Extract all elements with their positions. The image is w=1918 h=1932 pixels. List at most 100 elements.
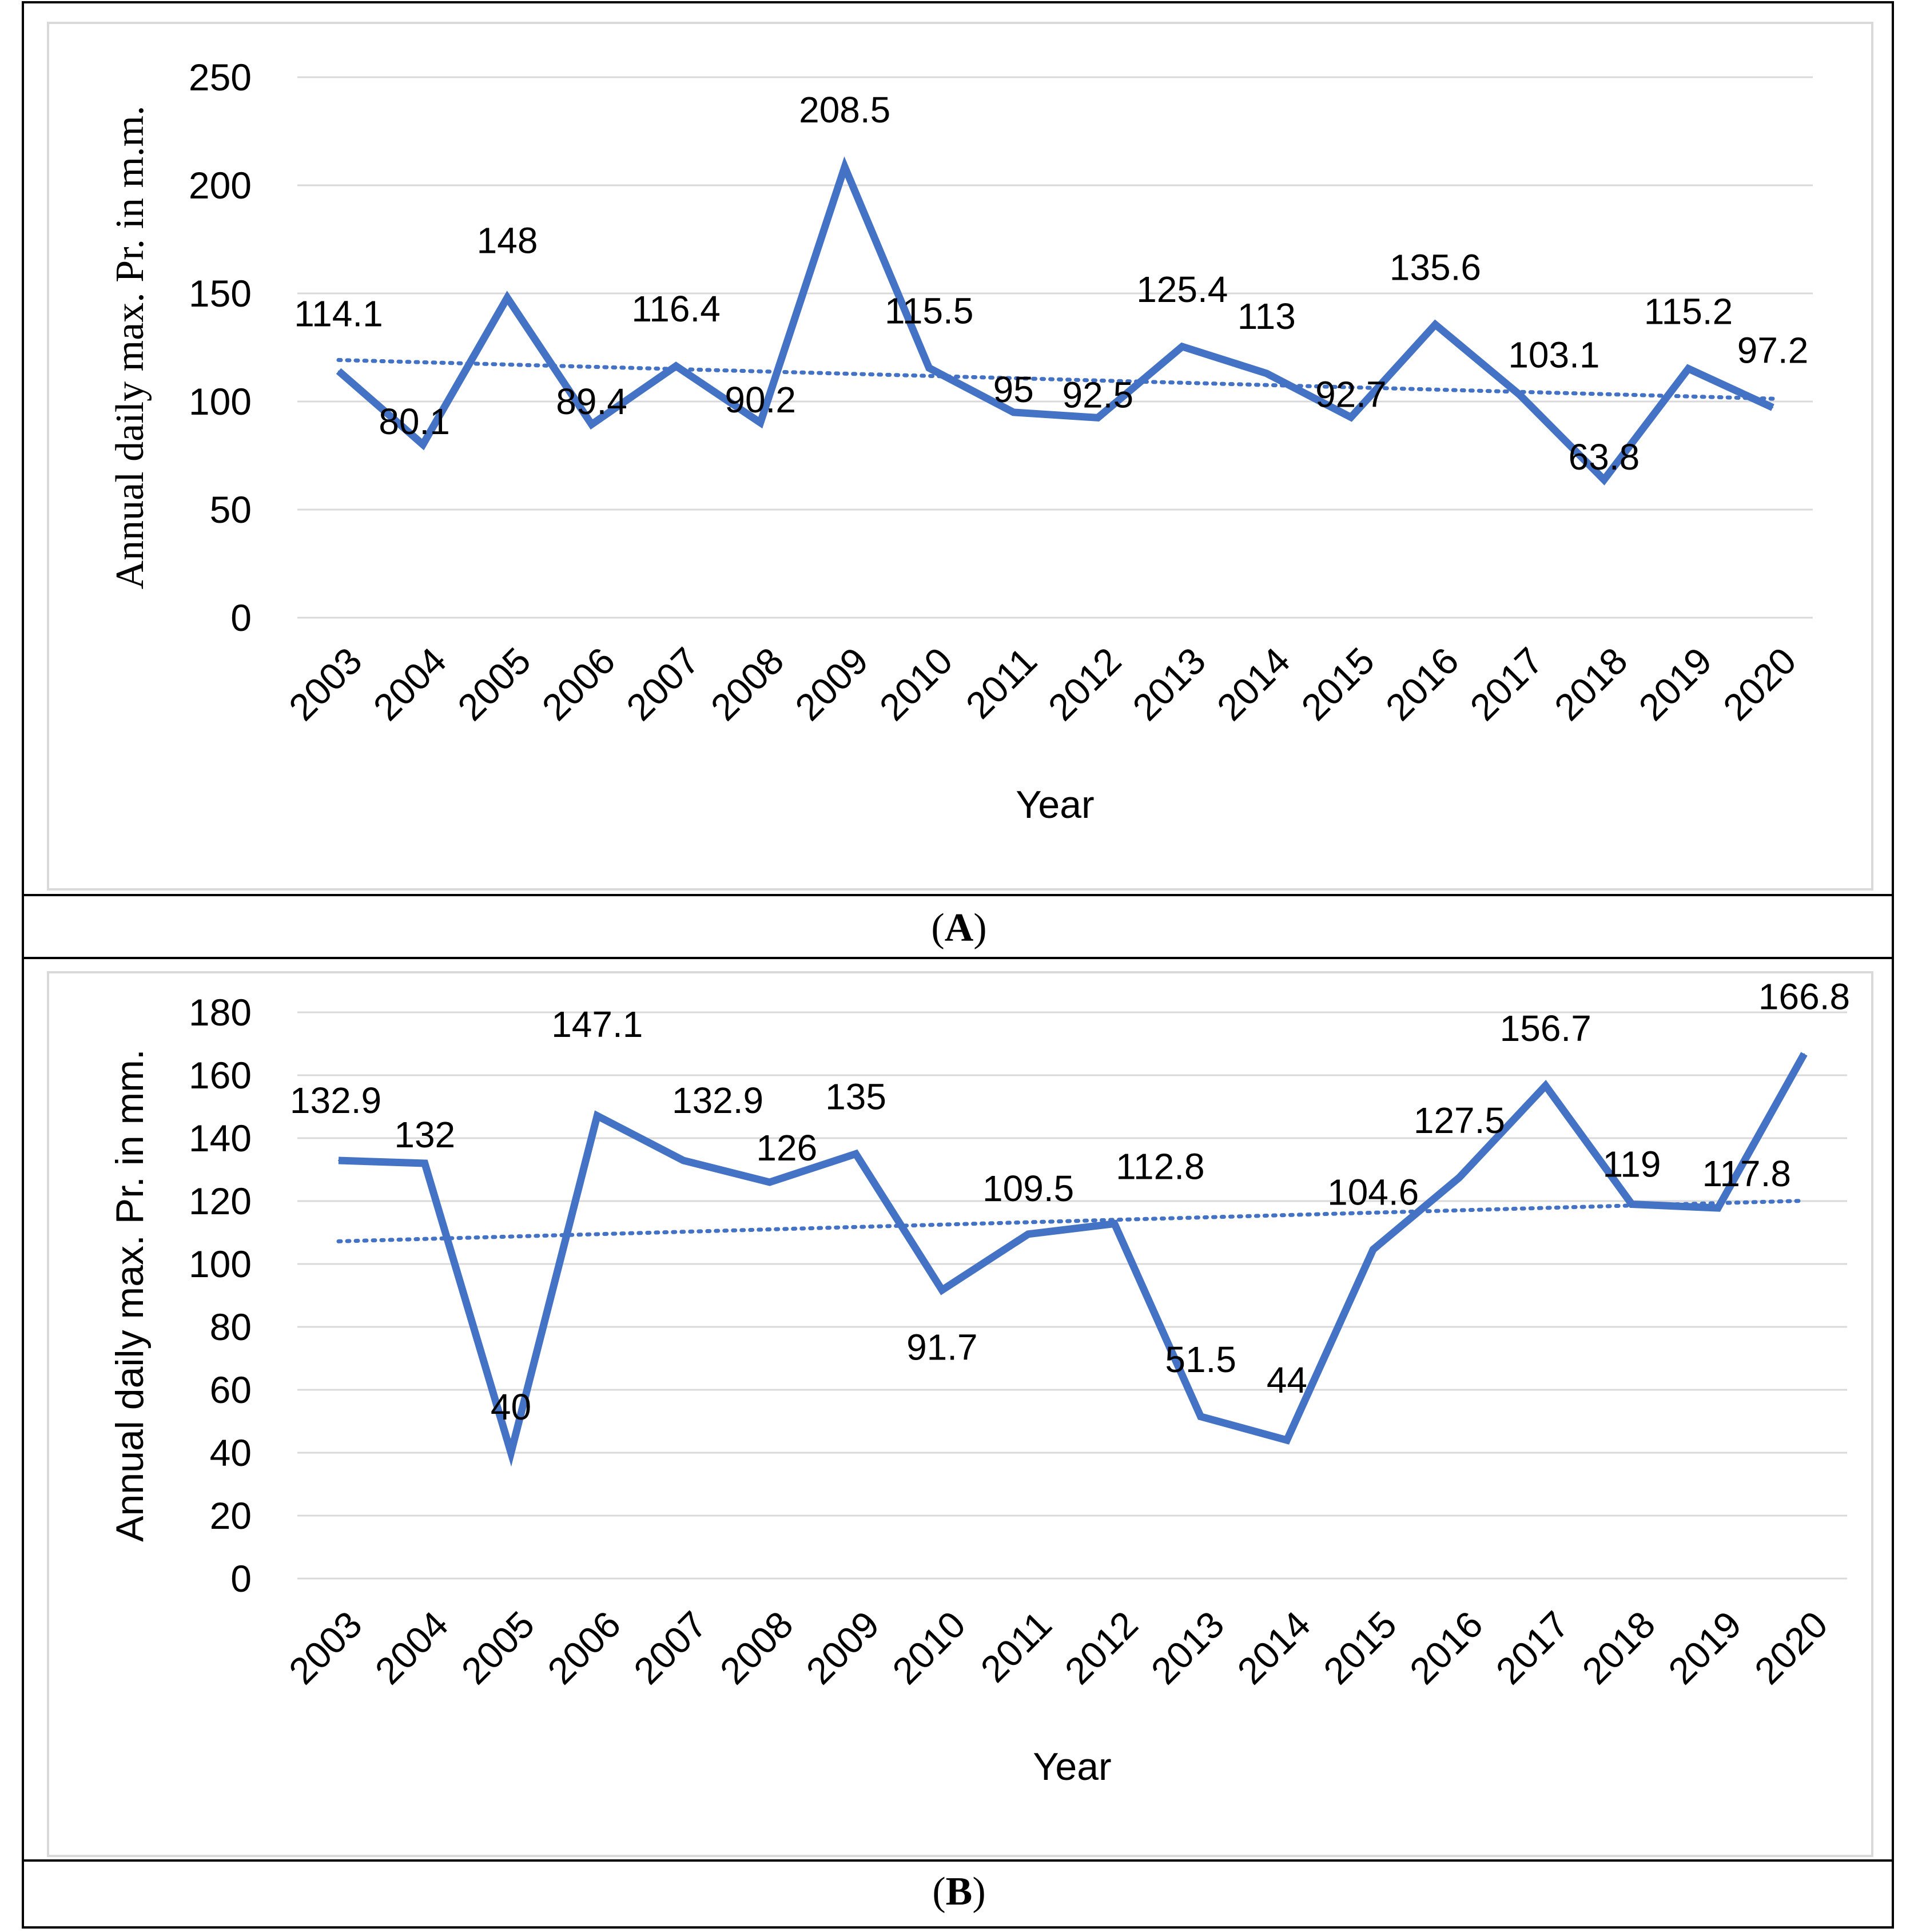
chart-a-x-tick-label: 2009	[787, 639, 876, 729]
chart-b-data-label-2009: 135	[825, 1076, 886, 1118]
chart-a-point-2017	[1519, 394, 1521, 396]
chart-b-x-tick-label: 2020	[1746, 1603, 1836, 1692]
chart-b-point-2018	[1631, 1203, 1633, 1205]
chart-b-data-label-2020: 166.8	[1758, 976, 1850, 1017]
chart-b-data-label-2011: 109.5	[982, 1168, 1074, 1209]
chart-a-point-2007	[675, 365, 677, 367]
chart-a-data-label-2019: 115.2	[1644, 291, 1733, 332]
chart-a-data-label-2008: 90.2	[725, 379, 796, 420]
chart-a-y-tick-label: 150	[189, 272, 252, 315]
chart-a-x-tick-label: 2014	[1209, 639, 1298, 729]
chart-b-series-line	[338, 1052, 1808, 1467]
chart-b-point-2011	[1028, 1233, 1029, 1235]
chart-a-data-label-2009: 208.5	[799, 89, 890, 130]
chart-a-x-tick-label: 2020	[1715, 639, 1804, 729]
chart-b-data-label-2007: 132.9	[672, 1080, 763, 1121]
caption-a: (A)	[931, 906, 986, 950]
chart-b-x-tick-label: 2004	[367, 1603, 456, 1692]
chart-a-data-label-2007: 116.4	[631, 288, 720, 329]
chart-b-y-tick-label: 140	[189, 1117, 252, 1159]
chart-b-data-label-2018: 119	[1602, 1144, 1661, 1185]
chart-a-point-2004	[422, 444, 424, 446]
chart-a-x-tick-label: 2012	[1040, 639, 1129, 729]
chart-a-point-2005	[507, 297, 508, 299]
chart-a-x-tick-label: 2007	[618, 639, 707, 729]
chart-b-x-tick-label: 2017	[1487, 1603, 1577, 1692]
chart-a-point-2003	[338, 370, 339, 372]
chart-b-data-label-2008: 126	[756, 1127, 817, 1168]
chart-b-point-2013	[1200, 1416, 1201, 1417]
chart-a-point-2010	[928, 367, 930, 369]
chart-b-data-label-2017: 156.7	[1500, 1008, 1591, 1049]
chart-a-data-label-2005: 148	[477, 220, 538, 261]
chart-b-point-2009	[855, 1153, 857, 1155]
chart-b: 0 20 40 60 80 100 120 140 160 180 132.9 132 40 147.1 1…	[108, 976, 1850, 1788]
chart-a-trendline	[336, 357, 1775, 401]
chart-b-y-tick-label: 120	[189, 1180, 252, 1222]
chart-b-data-label-2014: 44	[1267, 1359, 1307, 1401]
chart-a-x-tick-label: 2011	[957, 639, 1045, 727]
chart-b-point-2005	[510, 1452, 512, 1453]
chart-a-point-2014	[1266, 372, 1267, 374]
chart-b-area	[47, 971, 1873, 1857]
chart-b-x-tick-label: 2010	[884, 1603, 973, 1692]
chart-a-x-tick-label: 2017	[1462, 639, 1551, 729]
caption-b-letter: B	[946, 1870, 973, 1914]
chart-b-point-2004	[424, 1163, 425, 1164]
chart-a-point-2006	[591, 424, 592, 426]
chart-a-point-2018	[1603, 479, 1605, 480]
chart-a-data-label-2012: 92.5	[1062, 374, 1133, 415]
chart-b-x-tick-label: 2014	[1229, 1603, 1318, 1692]
chart-b-data-label-2013: 51.5	[1165, 1339, 1236, 1380]
chart-b-x-tick-label: 2008	[712, 1603, 801, 1692]
chart-b-data-label-2010: 91.7	[906, 1327, 978, 1368]
chart-a-x-tick-label: 2006	[534, 639, 623, 729]
chart-a-point-2009	[844, 166, 846, 168]
chart-b-x-tick-label: 2011	[972, 1603, 1060, 1691]
chart-b-x-tick-label: 2019	[1660, 1603, 1749, 1692]
chart-a-point-2015	[1350, 416, 1352, 418]
chart-b-point-2010	[941, 1289, 943, 1291]
chart-b-x-tick-label: 2006	[539, 1603, 628, 1692]
chart-a-data-label-2020: 97.2	[1737, 330, 1809, 371]
caption-b: (B)	[932, 1870, 985, 1914]
chart-a-data-label-2010: 115.5	[885, 290, 973, 331]
chart-a-point-2019	[1688, 368, 1689, 369]
chart-b-data-label-2016: 127.5	[1414, 1100, 1505, 1141]
chart-b-y-tick-label: 60	[210, 1369, 252, 1411]
chart-a: 0 50 100 150 200 250 114.1 80.1 148 89.4 116.4 90.2…	[108, 56, 1813, 826]
chart-a-data-label-2016: 135.6	[1390, 247, 1481, 288]
chart-a-area	[47, 22, 1873, 891]
chart-a-data-label-2017: 103.1	[1508, 334, 1599, 375]
chart-a-x-tick-label: 2010	[871, 639, 960, 729]
chart-b-x-tick-label: 2005	[453, 1603, 542, 1692]
chart-a-series-line	[336, 156, 1774, 486]
chart-b-data-label-2019: 117.8	[1702, 1153, 1791, 1194]
chart-a-y-tick-label: 250	[189, 56, 252, 98]
chart-a-x-tick-label: 2019	[1630, 639, 1720, 729]
figure-frame	[22, 1, 1894, 1929]
chart-b-point-2012	[1113, 1223, 1115, 1225]
chart-b-data-label-2012: 112.8	[1116, 1146, 1204, 1187]
chart-a-y-tick-label: 0	[230, 597, 252, 639]
chart-b-data-label-2003: 132.9	[290, 1080, 381, 1121]
chart-a-point-2011	[1013, 411, 1014, 413]
chart-a-point-2020	[1772, 407, 1773, 408]
chart-b-data-label-2005: 40	[491, 1386, 531, 1428]
chart-b-x-tick-label: 2009	[798, 1603, 887, 1692]
chart-b-x-tick-label: 2013	[1143, 1603, 1232, 1692]
chart-b-x-tick-label: 2018	[1574, 1603, 1663, 1692]
chart-b-trendline	[336, 1198, 1806, 1243]
chart-b-y-tick-label: 160	[189, 1054, 252, 1096]
chart-a-y-tick-label: 50	[210, 488, 252, 531]
chart-b-y-tick-label: 100	[189, 1243, 252, 1285]
chart-a-data-label-2011: 95	[993, 369, 1034, 410]
chart-b-point-2014	[1286, 1440, 1288, 1441]
chart-b-y-tick-label: 180	[189, 991, 252, 1033]
chart-a-point-2016	[1434, 324, 1436, 325]
chart-a-data-label-2006: 89.4	[556, 381, 627, 422]
chart-a-point-2012	[1097, 417, 1099, 419]
chart-a-x-tick-label: 2004	[365, 639, 454, 729]
chart-a-data-label-2013: 125.4	[1136, 269, 1228, 310]
chart-b-point-2016	[1458, 1176, 1460, 1178]
